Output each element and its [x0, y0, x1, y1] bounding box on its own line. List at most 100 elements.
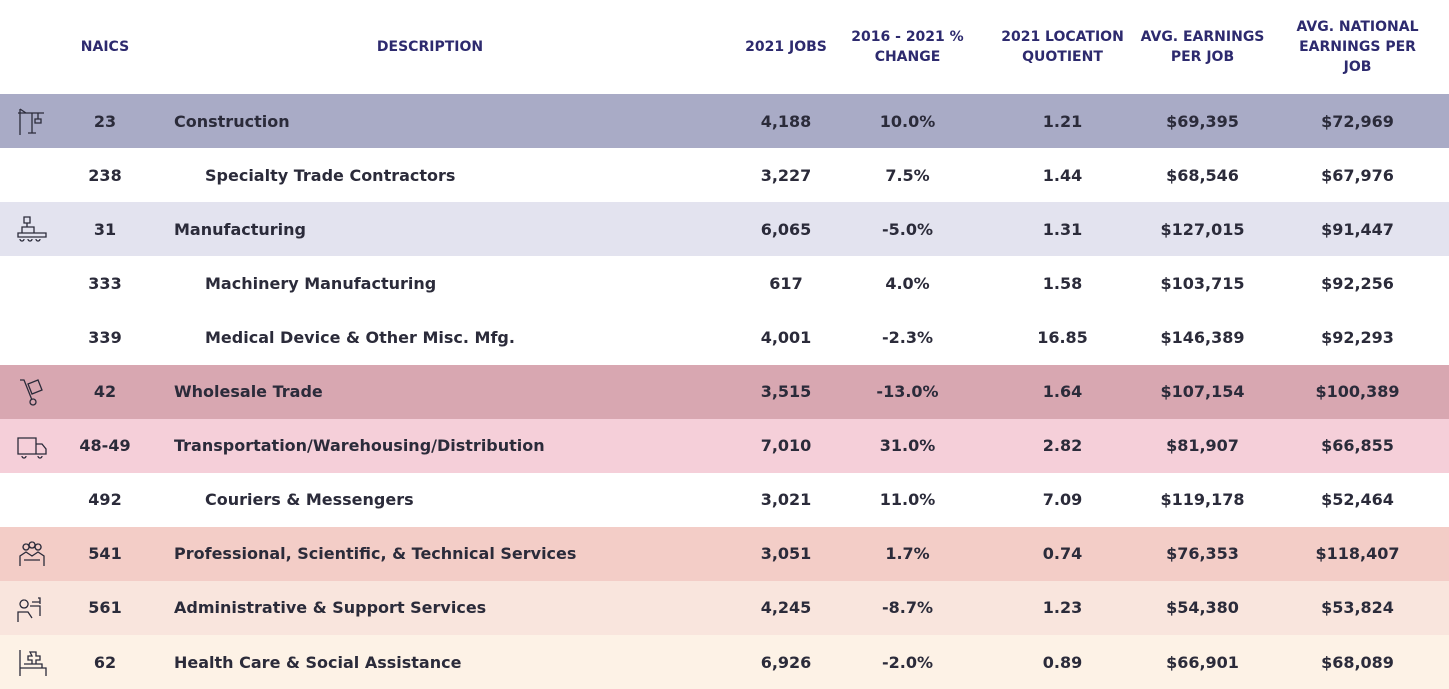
column-header: NAICS [80, 39, 130, 55]
cell: $146,389 [1160, 327, 1245, 347]
cell: 4,188 [760, 111, 812, 131]
cell: -13.0% [876, 382, 939, 401]
cell: 7.5% [885, 165, 930, 185]
description: Professional, Scientific, & Technical Se… [174, 544, 577, 564]
naics-code: 333 [88, 273, 122, 293]
cell: 4.0% [885, 273, 930, 293]
cell: 0.89 [1042, 652, 1083, 672]
cell: $119,178 [1160, 490, 1245, 510]
cell: 1.31 [1042, 219, 1083, 239]
cell: 1.44 [1042, 165, 1083, 185]
icon [17, 436, 47, 459]
naics-code: 42 [93, 382, 117, 401]
naics-code: 339 [88, 327, 122, 347]
naics-code: 541 [88, 544, 122, 564]
cell: $67,976 [1321, 165, 1394, 185]
icon [19, 541, 45, 566]
icon [18, 108, 44, 135]
cell: 1.23 [1042, 598, 1083, 618]
cell: 3,021 [760, 490, 812, 510]
cell: 16.85 [1037, 327, 1088, 347]
cell: $69,395 [1166, 111, 1239, 131]
naics-code: 561 [88, 598, 122, 618]
cell: $66,855 [1321, 436, 1394, 456]
column-header: 2021 LOCATION QUOTIENT [1001, 29, 1124, 65]
subsector-row: 238 Specialty Trade Contractors 3,227 7.5% 1… [0, 148, 1449, 203]
cell: 0.74 [1042, 544, 1083, 564]
cell: 7,010 [760, 436, 812, 456]
cell: 3,515 [760, 382, 812, 401]
column-header: AVG. EARNINGS PER JOB [1140, 29, 1265, 65]
cell: 31.0% [879, 436, 936, 456]
subsector-row: 339 Medical Device & Other Misc. Mfg. 4,00… [0, 310, 1449, 365]
cell: 6,065 [760, 219, 812, 239]
cell: $92,293 [1321, 327, 1394, 347]
cell: $53,824 [1321, 598, 1394, 618]
column-header: DESCRIPTION [376, 39, 484, 55]
cell: -2.3% [881, 327, 933, 347]
cell: $127,015 [1160, 219, 1245, 239]
cell: 1.64 [1042, 382, 1083, 401]
cell: 10.0% [879, 111, 936, 131]
icon [20, 378, 43, 406]
cell: $107,154 [1160, 382, 1245, 401]
description: Health Care & Social Assistance [174, 652, 462, 672]
cell: 2.82 [1042, 436, 1083, 456]
cell: -8.7% [881, 598, 933, 618]
cell: $100,389 [1315, 382, 1400, 401]
icon [17, 597, 41, 622]
cell: 3,227 [760, 165, 812, 185]
cell: 7.09 [1042, 490, 1083, 510]
column-header: 2021 JOBS [745, 39, 827, 55]
sector-row: 23 Construction 4,188 10.0% 1.21 $69,395 $72,9… [0, 94, 1449, 148]
description: Manufacturing [174, 219, 306, 239]
cell: 4,245 [760, 598, 812, 618]
cell: 1.21 [1042, 111, 1083, 131]
description: Wholesale Trade [174, 382, 323, 401]
description: Construction [174, 111, 290, 131]
icon [17, 216, 47, 242]
sector-row: 42 Wholesale Trade 3,515 -13.0% 1.64 $107,154… [0, 364, 1449, 419]
cell: $103,715 [1160, 273, 1245, 293]
cell: $66,901 [1166, 652, 1239, 672]
description: Medical Device & Other Misc. Mfg. [205, 327, 515, 347]
naics-code: 492 [88, 490, 122, 510]
naics-code: 48-49 [79, 436, 131, 456]
sector-row: 31 Manufacturing 6,065 -5.0% 1.31 $127,015 $91… [0, 202, 1449, 257]
naics-code: 23 [93, 111, 117, 131]
subsector-row: 492 Couriers & Messengers 3,021 11.0% 7.09 $1… [0, 472, 1449, 527]
description: Specialty Trade Contractors [205, 165, 456, 185]
cell: -2.0% [881, 652, 933, 672]
cell: 1.7% [885, 544, 930, 564]
cell: $91,447 [1321, 219, 1394, 239]
cell: $92,256 [1321, 273, 1394, 293]
cell: $72,969 [1321, 111, 1394, 131]
cell: 4,001 [760, 327, 812, 347]
column-header: AVG. NATIONAL EARNINGS PER JOB [1296, 19, 1419, 75]
subsector-row: 333 Machinery Manufacturing 617 4.0% 1.58 $10… [0, 256, 1449, 311]
cell: $76,353 [1166, 544, 1239, 564]
cell: 6,926 [760, 652, 812, 672]
cell: $68,546 [1166, 165, 1239, 185]
description: Machinery Manufacturing [205, 273, 437, 293]
cell: -5.0% [881, 219, 933, 239]
cell: $52,464 [1321, 490, 1394, 510]
cell: $68,089 [1321, 652, 1394, 672]
cell: 3,051 [760, 544, 812, 564]
naics-code: 31 [93, 219, 117, 239]
cell: 617 [769, 273, 803, 293]
description: Couriers & Messengers [205, 490, 414, 510]
cell: $118,407 [1315, 544, 1400, 564]
naics-code: 62 [93, 652, 117, 672]
description: Transportation/Warehousing/Distribution [174, 436, 545, 456]
cell: $81,907 [1166, 436, 1239, 456]
naics-code: 238 [88, 165, 122, 185]
sector-row: 62 Health Care & Social Assistance 6,926 -2… [0, 635, 1449, 689]
description: Administrative & Support Services [174, 598, 487, 618]
column-header: 2016 - 2021 % CHANGE [851, 29, 964, 65]
cell: 11.0% [879, 490, 936, 510]
cell: 1.58 [1042, 273, 1083, 293]
sector-row: 541 Professional, Scientific, & Technical… [0, 526, 1449, 581]
sector-row: 48-49 Transportation/Warehousing/Distribu… [0, 418, 1449, 473]
